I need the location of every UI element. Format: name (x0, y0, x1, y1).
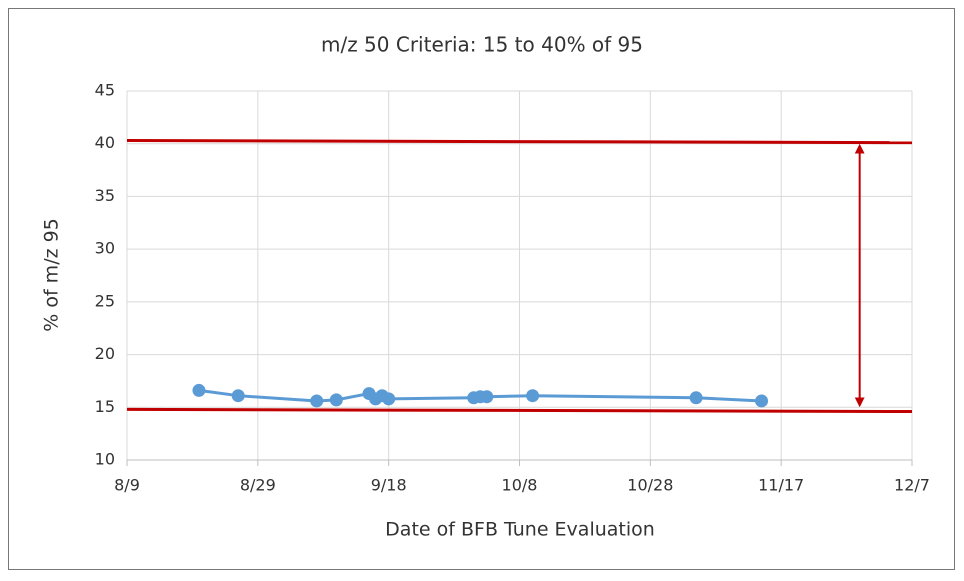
y-tick-label: 25 (95, 291, 115, 310)
y-tick-label: 45 (95, 81, 115, 100)
y-tick-label: 15 (95, 397, 115, 416)
y-tick-label: 35 (95, 186, 115, 205)
x-tick-label: 10/8 (502, 476, 538, 495)
y-tick-label: 20 (95, 344, 115, 363)
data-point (329, 393, 343, 407)
data-point (480, 390, 494, 404)
x-tick-label: 11/17 (758, 476, 804, 495)
x-tick-label: 8/9 (114, 476, 140, 495)
limit-line (126, 139, 913, 145)
data-point (382, 392, 396, 406)
data-point (755, 394, 769, 408)
y-axis-title: % of m/z 95 (41, 218, 63, 332)
data-point (192, 383, 206, 397)
data-point (689, 391, 703, 405)
x-tick-label: 12/7 (894, 476, 930, 495)
chart-title: m/z 50 Criteria: 15 to 40% of 95 (321, 33, 643, 57)
y-tick-label: 30 (95, 239, 115, 258)
chart-border (8, 8, 955, 570)
y-tick-label: 40 (95, 133, 115, 152)
limit-line (126, 407, 913, 414)
x-tick-label: 8/29 (240, 476, 276, 495)
y-tick-label: 10 (95, 450, 115, 469)
data-point (231, 389, 245, 403)
x-axis-title: Date of BFB Tune Evaluation (385, 519, 655, 541)
x-tick-label: 10/28 (627, 476, 673, 495)
data-point (310, 394, 324, 408)
x-tick-label: 9/18 (371, 476, 407, 495)
data-point (526, 389, 540, 403)
